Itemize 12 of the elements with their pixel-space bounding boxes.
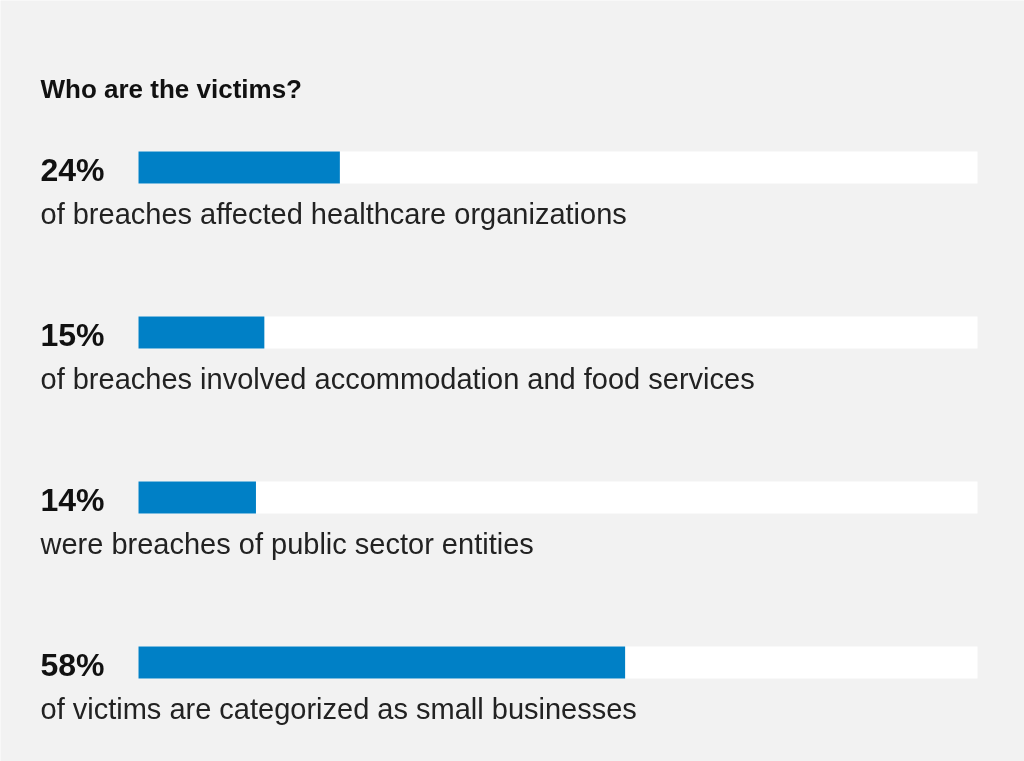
bar <box>138 481 256 514</box>
y-tick-label: of victims are categorized as small businesses <box>40 692 637 725</box>
data-label: 14% <box>40 481 105 518</box>
chart-title: Who are the victims? <box>40 73 302 104</box>
y-tick-label: were breaches of public sector entities <box>39 527 534 560</box>
bar <box>138 316 265 349</box>
data-label: 58% <box>40 646 105 683</box>
data-label: 15% <box>40 316 105 353</box>
data-label: 24% <box>40 151 105 188</box>
y-tick-label: of breaches involved accommodation and food services <box>40 362 755 395</box>
y-tick-label: of breaches affected healthcare organizations <box>40 197 627 230</box>
bar <box>138 151 340 184</box>
